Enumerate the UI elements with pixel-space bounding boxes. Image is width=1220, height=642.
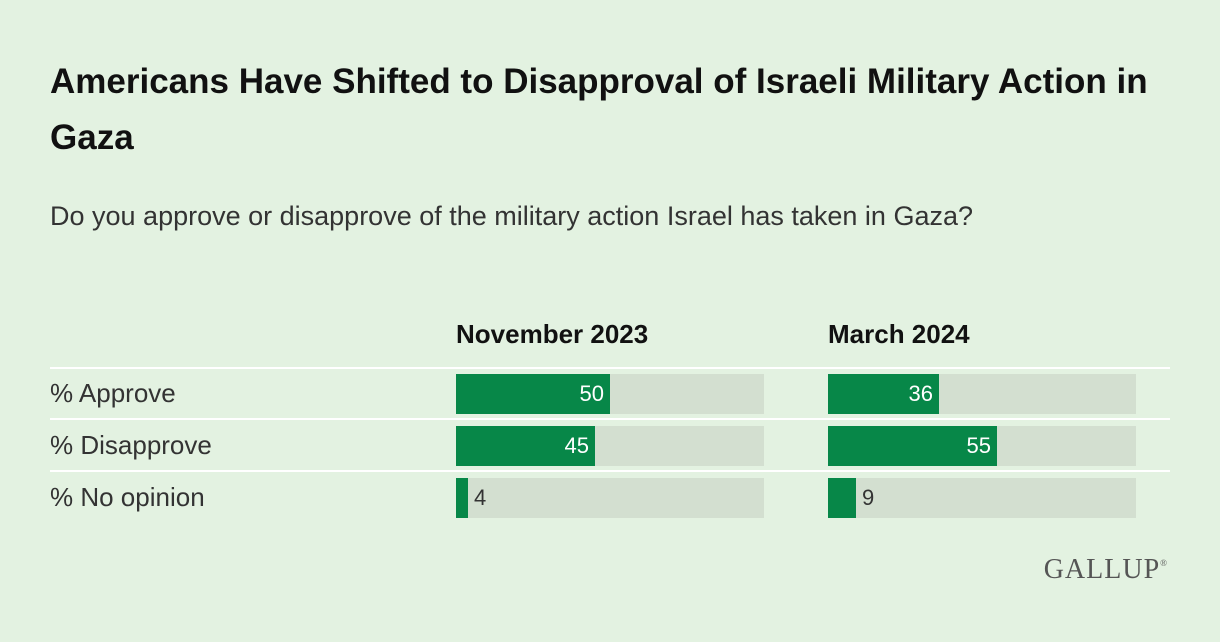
row-label-no-opinion: % No opinion (50, 482, 205, 512)
bar-track-no-opinion-november-2023: 4 (456, 478, 764, 518)
bar-value-label: 36 (908, 381, 933, 406)
bar-value-label: 4 (474, 485, 487, 510)
bar-track-no-opinion-march-2024: 9 (828, 478, 1136, 518)
bar-no-opinion-march-2024 (828, 478, 856, 518)
bar-track-disapprove-november-2023: 45 (456, 426, 764, 466)
chart-title: Americans Have Shifted to Disapproval of… (50, 62, 1148, 157)
bar-approve-november-2023 (456, 374, 610, 414)
bar-disapprove-march-2024 (828, 426, 997, 466)
bar-value-label: 9 (862, 485, 875, 510)
bar-value-label: 55 (966, 433, 991, 458)
bar-approve-march-2024 (828, 374, 939, 414)
column-header-november-2023: November 2023 (456, 319, 649, 349)
row-label-approve: % Approve (50, 378, 176, 408)
bar-value-label: 45 (564, 433, 589, 458)
gallup-logo: GALLUP® (1043, 554, 1168, 585)
bar-value-label: 50 (579, 381, 604, 406)
bar-track-approve-november-2023: 50 (456, 374, 764, 414)
bar-no-opinion-november-2023 (456, 478, 468, 518)
bar-track-disapprove-march-2024: 55 (828, 426, 1136, 466)
column-header-march-2024: March 2024 (828, 319, 970, 349)
chart-subtitle: Do you approve or disapprove of the mili… (50, 201, 973, 231)
bar-disapprove-november-2023 (456, 426, 595, 466)
row-label-disapprove: % Disapprove (50, 430, 212, 460)
bar-track-approve-march-2024: 36 (828, 374, 1136, 414)
row-divider (50, 367, 1170, 369)
row-divider (50, 470, 1170, 472)
row-divider (50, 418, 1170, 420)
